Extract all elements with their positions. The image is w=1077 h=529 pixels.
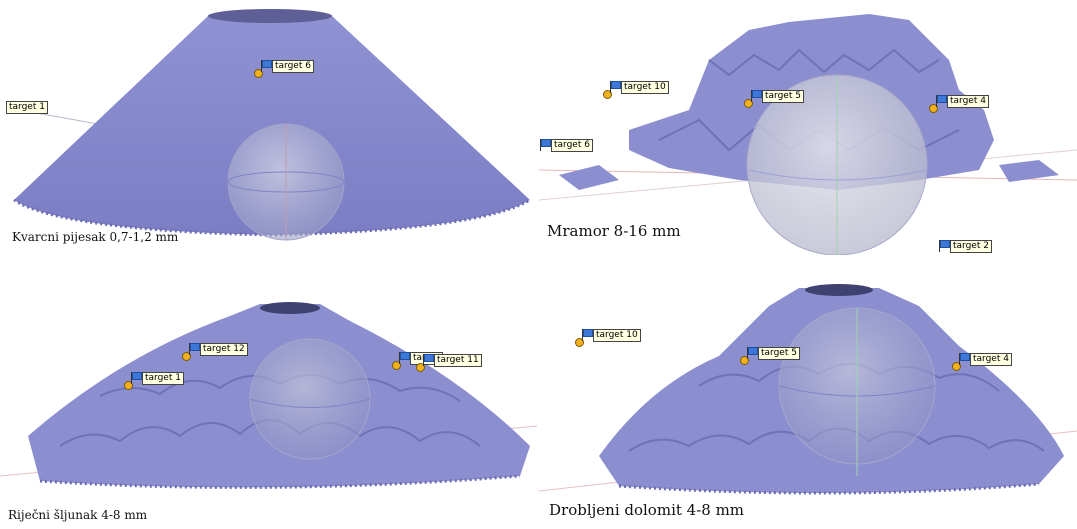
target-label: target 10 <box>621 81 669 94</box>
target-label: target 6 <box>272 60 314 73</box>
flag-icon <box>939 240 950 252</box>
pin-icon <box>254 69 263 78</box>
target-marker[interactable]: target 5 <box>744 90 804 108</box>
target-marker[interactable]: target 1 <box>6 101 48 114</box>
pin-icon <box>744 99 753 108</box>
flag-icon <box>423 354 434 366</box>
flag-icon <box>189 343 200 355</box>
panel-caption: Drobljeni dolomit 4-8 mm <box>549 501 745 519</box>
target-marker[interactable]: target 6 <box>254 60 314 78</box>
panel-river-gravel: target 12 target 1 target target 11 Rije… <box>0 266 537 529</box>
target-label: target 1 <box>6 101 48 114</box>
flag-icon <box>399 352 410 364</box>
pin-icon <box>124 381 133 390</box>
target-marker[interactable]: target 4 <box>952 353 1012 371</box>
target-label: target 4 <box>970 353 1012 366</box>
target-label: target 4 <box>947 95 989 108</box>
flag-icon <box>936 95 947 107</box>
target-label: target 1 <box>142 372 184 385</box>
panel-caption: Mramor 8-16 mm <box>547 222 681 240</box>
flag-icon <box>959 353 970 365</box>
flag-icon <box>751 90 762 102</box>
flag-icon <box>131 372 142 384</box>
flag-icon <box>610 81 621 93</box>
flag-icon <box>261 60 272 72</box>
target-label: target 5 <box>758 347 800 360</box>
target-label: target 11 <box>434 354 482 367</box>
target-marker[interactable]: target 10 <box>575 329 641 347</box>
panel-marble: target 10 target 5 target 4 target 6 tar… <box>539 0 1077 255</box>
pin-icon <box>182 352 191 361</box>
target-marker[interactable]: target 2 <box>939 240 992 253</box>
target-marker[interactable]: target 10 <box>603 81 669 99</box>
target-marker[interactable]: target 4 <box>929 95 989 113</box>
target-label: target 12 <box>200 343 248 356</box>
panel-quartz-sand: target 1 target 6 Kvarcni pijesak 0,7-1,… <box>0 0 537 255</box>
target-marker[interactable]: target 5 <box>740 347 800 365</box>
pin-icon <box>929 104 938 113</box>
target-label: target 6 <box>551 139 593 152</box>
panel-caption: Kvarcni pijesak 0,7-1,2 mm <box>12 230 179 244</box>
target-label: target 10 <box>593 329 641 342</box>
quartz-sand-surface <box>13 9 531 241</box>
pin-icon <box>603 90 612 99</box>
flag-icon <box>582 329 593 341</box>
pin-icon <box>740 356 749 365</box>
target-label: target 5 <box>762 90 804 103</box>
pin-icon <box>575 338 584 347</box>
target-marker[interactable]: target 12 <box>182 343 248 361</box>
target-marker[interactable]: target 6 <box>540 139 593 152</box>
pin-icon <box>392 361 401 370</box>
river-gravel-surface <box>0 302 537 489</box>
target-marker[interactable]: target 11 <box>416 354 482 372</box>
pin-icon <box>416 363 425 372</box>
flag-icon <box>540 139 551 151</box>
target-label: target 2 <box>950 240 992 253</box>
flag-icon <box>747 347 758 359</box>
panel-caption: Riječni šljunak 4-8 mm <box>8 508 148 522</box>
panel-crushed-dolomite: target 10 target 5 target 4 Drobljeni do… <box>539 266 1077 529</box>
crushed-dolomite-surface <box>539 284 1077 495</box>
pin-icon <box>952 362 961 371</box>
target-marker[interactable]: target 1 <box>124 372 184 390</box>
marble-surface <box>539 14 1077 255</box>
